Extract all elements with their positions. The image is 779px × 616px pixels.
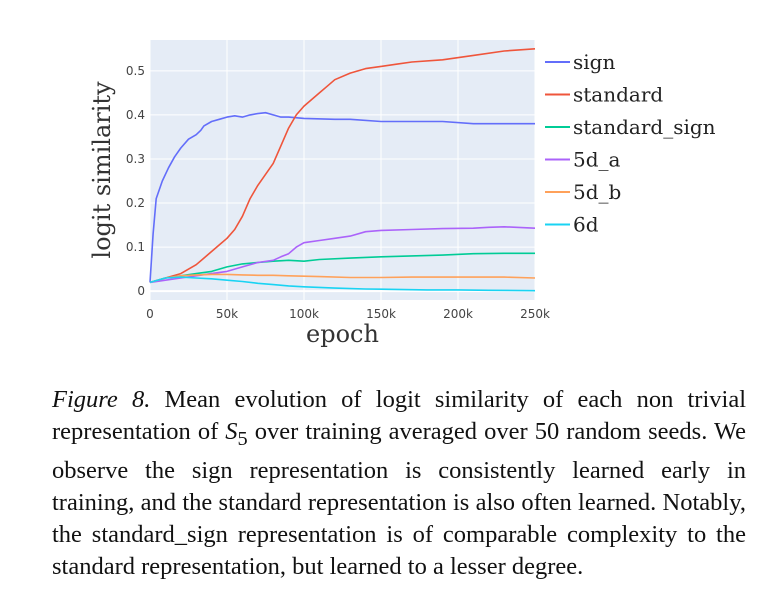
x-tick-label: 250k: [520, 307, 550, 321]
y-tick-label: 0.5: [126, 64, 145, 78]
legend-label-standard: standard: [573, 83, 663, 107]
y-tick-label: 0.2: [126, 196, 145, 210]
y-tick-label: 0.4: [126, 108, 145, 122]
caption-text-part-1: Mean evolution of logit similarity of ea…: [52, 386, 746, 445]
legend-label-sign: sign: [573, 50, 615, 74]
legend: sign standard standard_sign 5d_a 5d_b 6d: [545, 50, 716, 237]
y-tick-label: 0.1: [126, 240, 145, 254]
y-axis-title: logit similarity: [88, 81, 116, 259]
figure-caption: Figure 8. Mean evolution of logit simila…: [52, 384, 746, 583]
logit-similarity-chart: 0 50k 100k 150k 200k 250k 0 0.1 0.2 0.3 0.4 0.5 sig…: [88, 40, 716, 348]
legend-label-6d: 6d: [573, 213, 599, 237]
x-tick-label: 100k: [289, 307, 319, 321]
math-symbol: S: [225, 418, 238, 445]
series-line-6d: [149, 276, 536, 292]
math-subscript: 5: [237, 427, 248, 450]
y-tick-label: 0: [137, 284, 145, 298]
y-tick-label: 0.3: [126, 152, 145, 166]
x-tick-label: 0: [146, 307, 154, 321]
x-tick-label: 50k: [216, 307, 238, 321]
legend-label-5d_a: 5d_a: [573, 148, 621, 172]
series-line-standard_sign: [149, 252, 535, 284]
x-axis-title: epoch: [306, 320, 379, 348]
figure-label: Figure 8.: [52, 386, 151, 413]
legend-label-5d_b: 5d_b: [573, 180, 621, 204]
x-tick-label: 200k: [443, 307, 473, 321]
plot-background: [150, 40, 535, 300]
series-line-5d_b: [149, 273, 536, 284]
series-line-standard: [149, 48, 536, 284]
series-lines: [149, 48, 536, 292]
grid-lines: [149, 40, 536, 300]
series-line-sign: [149, 111, 535, 283]
tick-labels: 0 50k 100k 150k 200k 250k 0 0.1 0.2 0.3 0.4 0.5: [126, 64, 550, 321]
legend-label-standard_sign: standard_sign: [573, 115, 716, 139]
caption-text-part-2: over training averaged over 50 random se…: [52, 418, 746, 580]
x-tick-label: 150k: [366, 307, 396, 321]
